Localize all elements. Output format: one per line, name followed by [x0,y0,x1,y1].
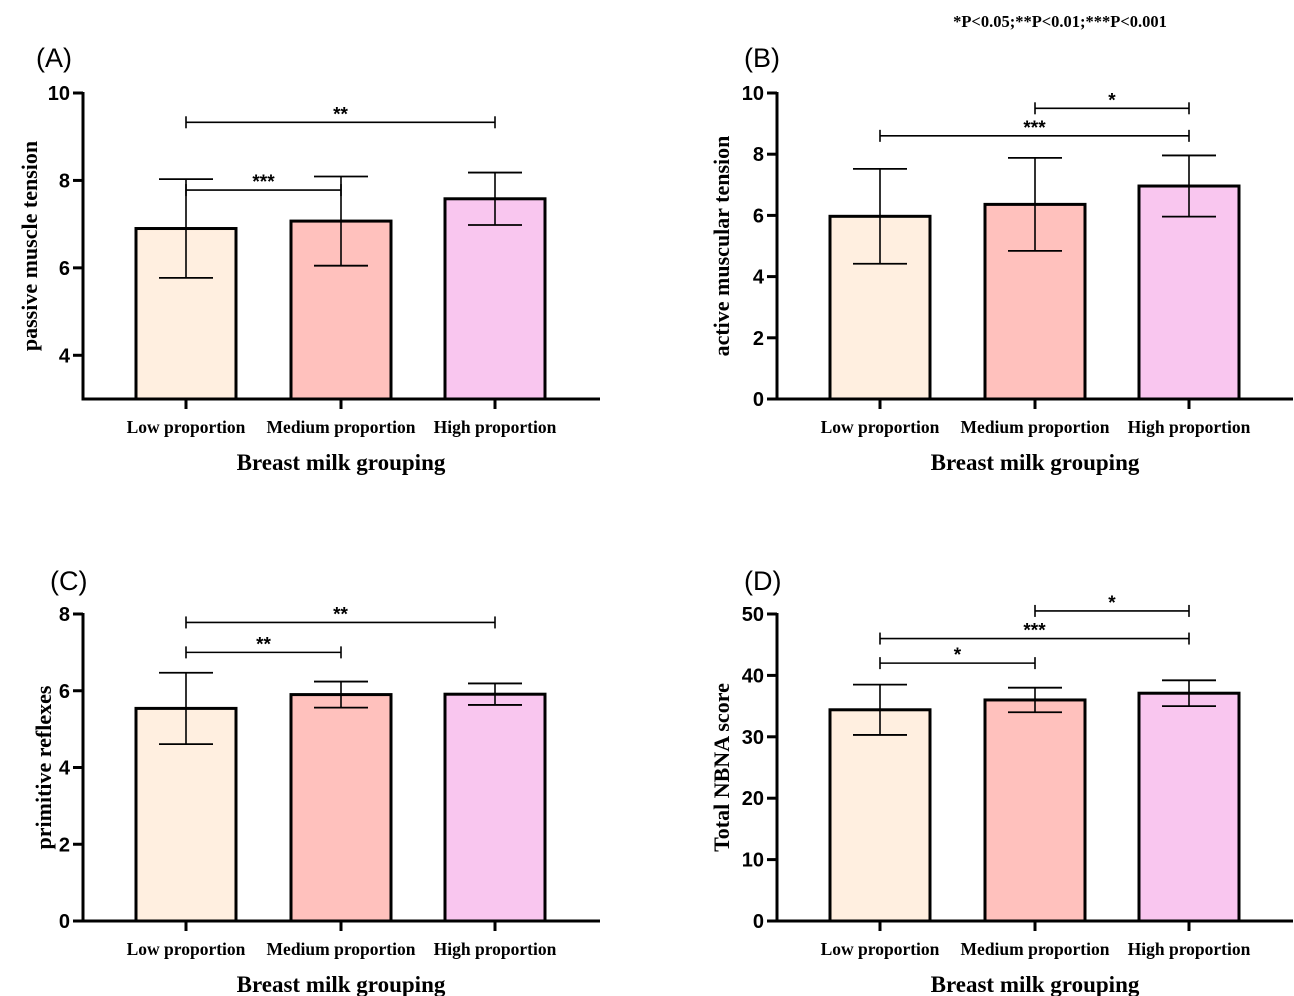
x-tick-label: Medium proportion [961,939,1110,959]
significance-label: * [1108,593,1116,614]
y-tick-label: 30 [742,727,764,749]
bar-3 [1137,184,1241,401]
y-tick-label: 0 [753,389,764,411]
y-tick-label: 6 [59,258,70,280]
x-tick-label: Low proportion [821,417,940,437]
x-tick-label: Low proportion [821,939,940,959]
significance-label: ** [256,634,271,655]
bar-2 [289,693,393,923]
bar-3 [443,692,547,923]
panel-letter: (C) [50,566,87,596]
bar-2 [983,698,1087,923]
panel-3: (C) 0 2 4 6 8 Low proportion Medium proportion H… [31,566,600,996]
significance-label: *** [1023,621,1046,642]
significance-note: *P<0.05;**P<0.01;***P<0.001 [953,12,1167,31]
x-tick-label: High proportion [1128,417,1251,437]
x-tick-label: Low proportion [127,417,246,437]
x-tick-label: Low proportion [127,939,246,959]
y-tick-label: 2 [59,834,70,856]
y-tick-label: 10 [742,83,764,105]
y-tick-label: 0 [753,911,764,933]
significance-label: * [1108,90,1116,111]
y-axis-title: passive muscle tension [17,141,42,351]
y-tick-label: 20 [742,788,764,810]
y-tick-label: 6 [753,205,764,227]
panel-letter: (B) [744,43,780,73]
y-tick-label: 8 [59,604,70,626]
x-tick-label: High proportion [434,939,557,959]
significance-label: * [954,645,962,666]
bar-3 [443,197,547,401]
panel-letter: (A) [36,43,72,73]
panel-letter: (D) [744,566,781,596]
x-tick-label: Medium proportion [267,939,416,959]
panel-2: (B) 0 2 4 6 8 10 Low proportion Medium proportio… [709,43,1293,475]
y-tick-label: 8 [59,170,70,192]
significance-label: ** [333,604,348,625]
significance-label: ** [333,104,348,125]
panel-1: (A) 4 6 8 10 Low proportion Medium proportion H… [17,43,600,475]
significance-label: *** [252,172,275,193]
y-axis-title: Total NBNA score [709,683,734,852]
y-axis-title: primitive reflexes [31,685,56,849]
bar-3 [1137,691,1241,923]
x-axis-title: Breast milk grouping [931,972,1140,996]
x-tick-label: Medium proportion [961,417,1110,437]
panels: (A) 4 6 8 10 Low proportion Medium proportion H… [17,43,1293,996]
x-axis-title: Breast milk grouping [237,972,446,996]
y-tick-label: 6 [59,681,70,703]
y-tick-label: 4 [753,267,765,289]
y-tick-label: 4 [59,758,71,780]
y-tick-label: 40 [742,665,764,687]
x-tick-label: Medium proportion [267,417,416,437]
x-axis-title: Breast milk grouping [931,450,1140,475]
bar-1 [828,708,932,923]
y-tick-label: 0 [59,911,70,933]
y-axis-title: active muscular tension [709,136,734,357]
x-tick-label: High proportion [1128,939,1251,959]
panel-4: (D) 0 10 20 30 40 50 Low proportion Medium propo… [709,566,1293,996]
y-tick-label: 10 [48,83,70,105]
y-tick-label: 50 [742,604,764,626]
y-tick-label: 4 [59,345,71,367]
significance-label: *** [1023,118,1046,139]
y-tick-label: 2 [753,328,764,350]
x-tick-label: High proportion [434,417,557,437]
x-axis-title: Breast milk grouping [237,450,446,475]
y-tick-label: 10 [742,850,764,872]
y-tick-label: 8 [753,144,764,166]
